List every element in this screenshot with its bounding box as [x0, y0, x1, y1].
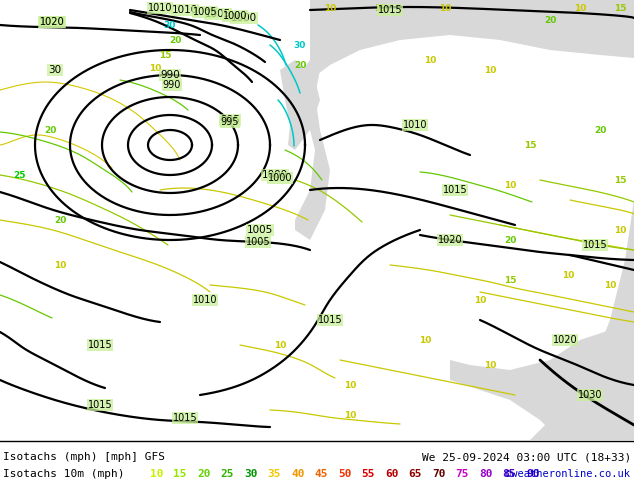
Polygon shape: [310, 0, 634, 80]
Text: 1005: 1005: [246, 237, 270, 247]
Text: 1020: 1020: [39, 17, 65, 27]
Text: 25: 25: [14, 171, 26, 179]
Text: 10: 10: [344, 381, 356, 390]
Text: 10: 10: [54, 261, 66, 270]
Text: 30: 30: [48, 65, 61, 75]
Text: 35: 35: [268, 469, 281, 479]
Text: 10: 10: [324, 3, 336, 13]
Text: 1000: 1000: [231, 13, 257, 23]
Text: 10: 10: [424, 55, 436, 65]
Text: 990: 990: [163, 80, 181, 90]
Text: 55: 55: [361, 469, 375, 479]
Text: 10: 10: [419, 336, 431, 344]
Text: 20: 20: [44, 125, 56, 134]
Text: 20: 20: [504, 236, 516, 245]
Text: 10: 10: [149, 64, 161, 73]
Text: 1015: 1015: [378, 5, 403, 15]
Text: 40: 40: [291, 469, 304, 479]
Text: 995: 995: [220, 115, 240, 125]
Text: 1015: 1015: [318, 315, 342, 325]
Text: 10: 10: [344, 411, 356, 419]
Text: 20: 20: [294, 60, 306, 70]
Text: 1005: 1005: [247, 225, 273, 235]
Text: 1020: 1020: [437, 235, 462, 245]
Text: 1020: 1020: [553, 335, 578, 345]
Text: 90: 90: [526, 469, 540, 479]
Text: 85: 85: [503, 469, 516, 479]
Text: 1000: 1000: [223, 11, 247, 21]
Text: 15: 15: [374, 3, 386, 13]
Text: 10: 10: [574, 3, 586, 13]
Text: 1015: 1015: [172, 413, 197, 423]
Text: 10: 10: [614, 225, 626, 235]
Text: 30: 30: [164, 21, 176, 29]
Text: 995: 995: [221, 117, 239, 127]
Text: 15: 15: [158, 50, 171, 59]
Text: 990: 990: [160, 70, 180, 80]
Text: 45: 45: [314, 469, 328, 479]
Text: 1015: 1015: [87, 340, 112, 350]
Text: 20: 20: [54, 216, 66, 224]
Text: 1020: 1020: [40, 17, 64, 27]
Text: 1015: 1015: [87, 400, 112, 410]
Text: We 25-09-2024 03:00 UTC (18+33): We 25-09-2024 03:00 UTC (18+33): [422, 452, 631, 462]
Polygon shape: [280, 60, 320, 150]
Text: ©weatheronline.co.uk: ©weatheronline.co.uk: [505, 469, 630, 479]
Polygon shape: [295, 60, 330, 240]
Text: 65: 65: [408, 469, 422, 479]
Text: 1010: 1010: [403, 120, 427, 130]
Text: 20: 20: [594, 125, 606, 134]
Text: 10: 10: [274, 341, 286, 349]
Text: 25: 25: [221, 469, 234, 479]
Text: 15: 15: [504, 275, 516, 285]
Text: 70: 70: [432, 469, 446, 479]
Text: 30: 30: [294, 41, 306, 49]
Text: 15: 15: [174, 469, 187, 479]
Text: 1005: 1005: [205, 9, 231, 19]
Text: 1030: 1030: [578, 390, 602, 400]
Text: 10: 10: [474, 295, 486, 304]
Text: 1015: 1015: [443, 185, 467, 195]
Text: 1010: 1010: [172, 5, 198, 15]
Text: 50: 50: [338, 469, 351, 479]
Text: 10: 10: [150, 469, 164, 479]
Text: Isotachs (mph) [mph] GFS: Isotachs (mph) [mph] GFS: [3, 452, 165, 462]
Text: 30: 30: [244, 469, 257, 479]
Text: 1005: 1005: [193, 7, 217, 17]
Text: 10: 10: [604, 280, 616, 290]
Text: 1000: 1000: [262, 170, 288, 180]
Text: 10: 10: [484, 66, 496, 74]
Text: 60: 60: [385, 469, 399, 479]
Text: 15: 15: [614, 3, 626, 13]
Text: 1015: 1015: [583, 240, 607, 250]
Text: 20: 20: [544, 16, 556, 24]
Text: Isotachs 10m (mph): Isotachs 10m (mph): [3, 469, 124, 479]
Text: 20: 20: [197, 469, 210, 479]
Polygon shape: [530, 200, 634, 440]
Text: 10: 10: [439, 3, 451, 13]
Text: 15: 15: [614, 175, 626, 185]
Text: 1010: 1010: [193, 295, 217, 305]
Text: 75: 75: [455, 469, 469, 479]
Text: 1000: 1000: [268, 173, 292, 183]
Text: 80: 80: [479, 469, 493, 479]
Polygon shape: [450, 330, 634, 440]
Text: 10: 10: [504, 180, 516, 190]
Text: 1010: 1010: [148, 3, 172, 13]
Text: 10: 10: [484, 361, 496, 369]
Text: 10: 10: [562, 270, 574, 279]
Text: 15: 15: [524, 141, 536, 149]
Text: 20: 20: [169, 35, 181, 45]
